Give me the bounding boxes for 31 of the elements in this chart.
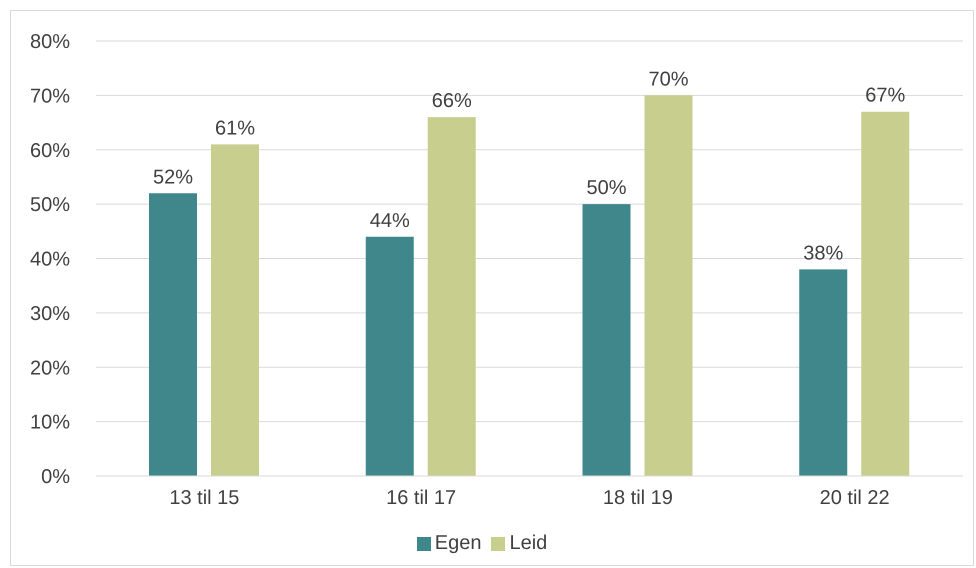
y-tick-label: 20% bbox=[30, 357, 70, 380]
bar bbox=[582, 204, 630, 476]
y-tick-label: 10% bbox=[30, 412, 70, 434]
data-label: 61% bbox=[214, 117, 256, 140]
legend-label: Egen bbox=[434, 532, 482, 554]
data-label: 44% bbox=[370, 210, 410, 232]
bar bbox=[366, 236, 414, 476]
bar bbox=[799, 269, 848, 476]
data-label: 50% bbox=[586, 177, 627, 200]
y-tick-label: 50% bbox=[30, 194, 70, 216]
y-tick-label: 30% bbox=[30, 302, 70, 325]
y-tick-label: 70% bbox=[30, 85, 70, 108]
bar bbox=[861, 112, 910, 476]
bar bbox=[211, 144, 259, 476]
bar bbox=[149, 193, 197, 476]
data-label: 66% bbox=[432, 90, 472, 112]
bar bbox=[644, 95, 692, 476]
y-tick-label: 60% bbox=[30, 140, 70, 162]
data-label: 38% bbox=[803, 242, 844, 264]
x-tick-label: 18 til 19 bbox=[602, 487, 673, 510]
x-tick-label: 13 til 15 bbox=[169, 487, 240, 510]
y-tick-label: 80% bbox=[30, 31, 70, 54]
x-tick-label: 20 til 22 bbox=[820, 487, 890, 510]
legend-label: Leid bbox=[509, 532, 548, 554]
x-tick-label: 16 til 17 bbox=[386, 487, 456, 510]
data-label: 52% bbox=[152, 166, 194, 188]
y-tick-label: 0% bbox=[41, 466, 70, 488]
data-label: 67% bbox=[865, 84, 906, 107]
y-tick-label: 40% bbox=[30, 248, 70, 271]
data-label: 70% bbox=[648, 68, 689, 90]
bar bbox=[428, 117, 476, 476]
